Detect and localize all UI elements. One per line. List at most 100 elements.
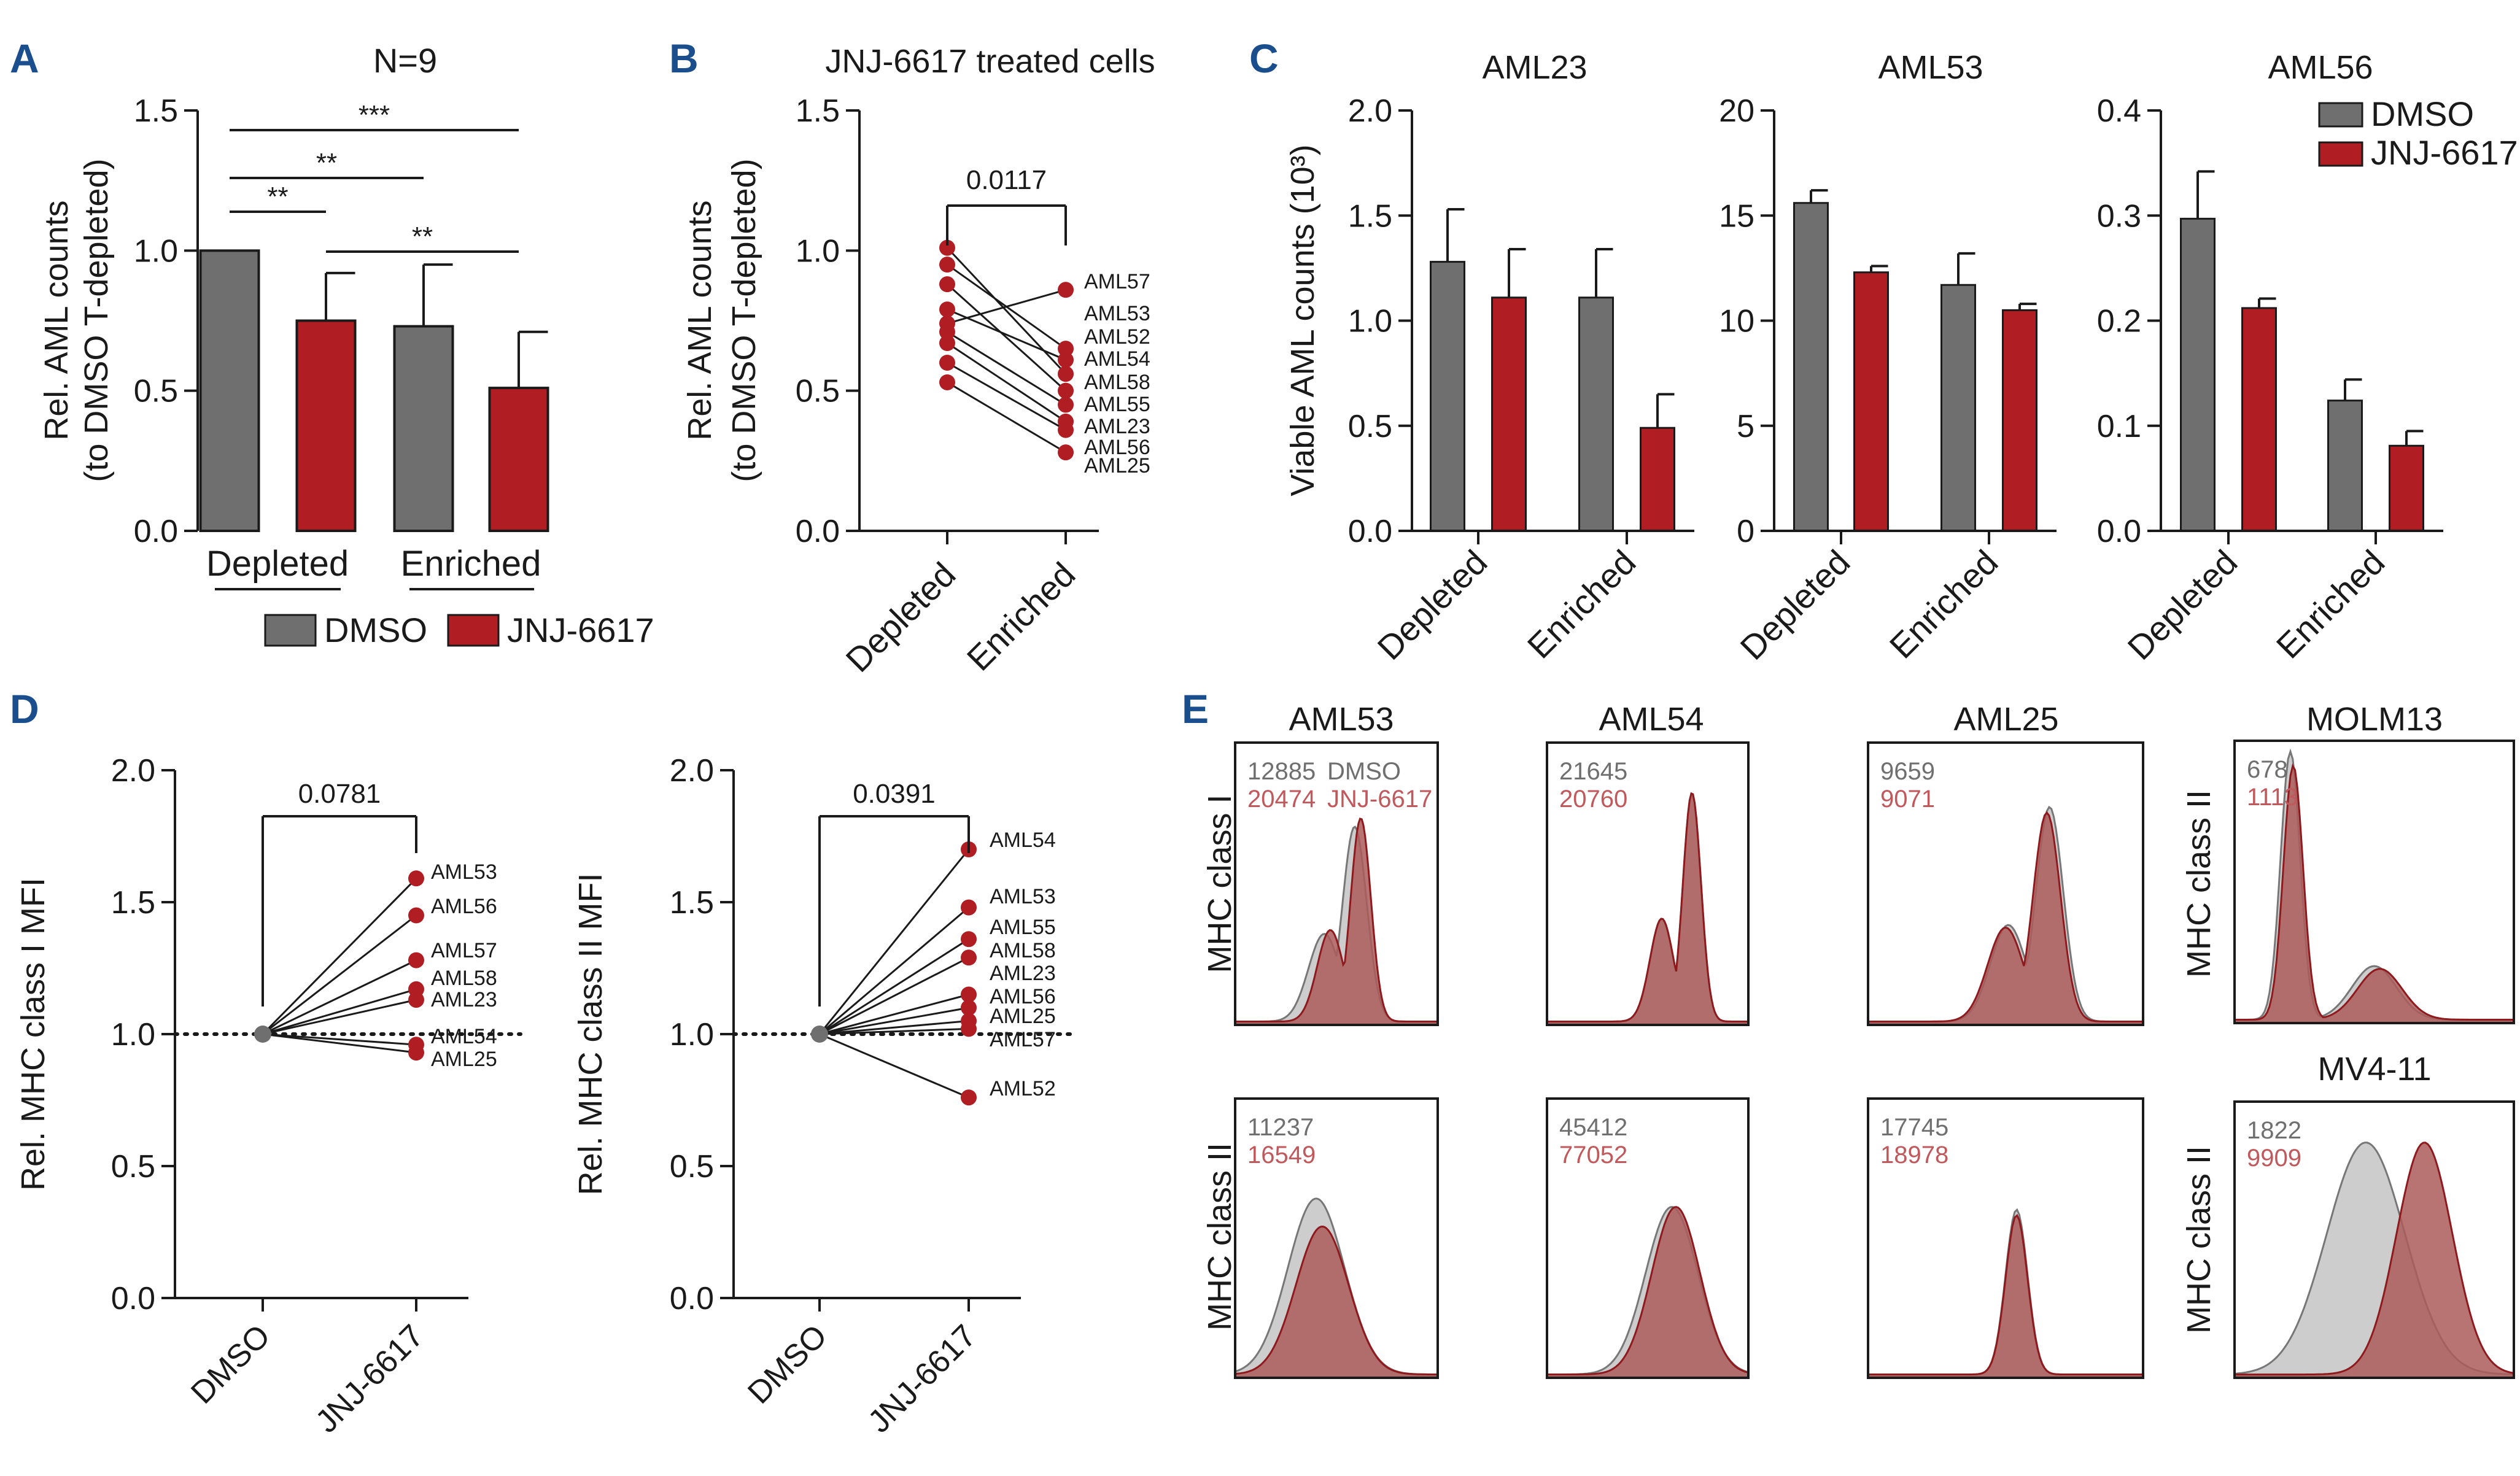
panel-d-class-ii-point-label: AML54: [990, 829, 1056, 852]
panel-e-histogram-jnj: [1234, 817, 1439, 1026]
panel-d-class-i-control-point: [254, 1026, 271, 1043]
panel-d-class-i-point-label: AML57: [431, 939, 497, 962]
panel-e-histogram-frame: [1546, 741, 1750, 1026]
panel-e-row-label: MHC class I: [1201, 794, 1238, 973]
panel-e-histogram-frame: [2233, 740, 2515, 1024]
panel-e-histogram-frame: [1234, 1097, 1439, 1379]
panel-letter-b: B: [669, 36, 699, 81]
panel-a-legend-label-dmso: DMSO: [324, 611, 427, 649]
panel-b-pair-line: [947, 263, 1066, 350]
panel-d-class-ii-point: [961, 931, 977, 948]
panel-b-point: [939, 239, 955, 256]
panel-d-class-i-y-tick-label: 1.5: [111, 885, 155, 921]
panel-d-class-ii-y-tick-label: 0.0: [670, 1281, 714, 1316]
panel-d-class-ii-ylabel: Rel. MHC class II MFI: [572, 873, 609, 1195]
panel-d-class-ii-pair-line: [819, 1033, 969, 1099]
panel-c-aml23-y-tick-label: 0.5: [1348, 409, 1392, 444]
panel-d-class-i-pair-line: [262, 959, 417, 1035]
panel-d-class-i-category-label: JNJ-6617: [309, 1318, 430, 1439]
panel-d-class-ii-point-label: AML25: [990, 1005, 1056, 1028]
panel-b-point: [939, 301, 955, 318]
panel-d-class-ii-point-label: AML57: [990, 1028, 1056, 1051]
panel-c-aml53-bar: [1853, 271, 1889, 532]
panel-a-category-label: Enriched: [401, 544, 541, 584]
panel-d-class-i-pair-line: [262, 999, 417, 1035]
panel-d-class-i-ylabel: Rel. MHC class I MFI: [15, 878, 52, 1191]
panel-c-ylabel: Viable AML counts (10³): [1284, 144, 1321, 496]
panel-b-y-tick-label: 0.0: [796, 514, 840, 549]
panel-b-point: [939, 355, 955, 371]
panel-c-legend-swatch-jnj: [2318, 141, 2363, 167]
panel-c-aml56-y-tick-label: 0.3: [2097, 198, 2141, 234]
panel-e-histogram-frame: [1867, 1097, 2144, 1379]
panel-b-y-tick-label: 1.0: [796, 233, 840, 269]
panel-e-mfi-jnj: 18978: [1880, 1142, 1948, 1169]
panel-e-mfi-dmso: 21645: [1559, 758, 1627, 785]
panel-c-aml56-bar: [2180, 217, 2216, 532]
panel-c-aml56-y-tick-label: 0.2: [2097, 304, 2141, 339]
panel-c-legend-swatch-dmso: [2318, 102, 2363, 128]
panel-e-legend-dmso: DMSO: [1327, 758, 1401, 785]
panel-b-point-label: AML23: [1084, 415, 1150, 438]
panel-d-class-ii-category-label: JNJ-6617: [861, 1318, 983, 1439]
panel-e-mfi-dmso: 678: [2247, 756, 2288, 783]
panel-d-class-i-point: [408, 870, 424, 887]
panel-e-mfi-jnj: 20474: [1247, 786, 1316, 813]
panel-b-title: JNJ-6617 treated cells: [825, 43, 1155, 80]
panel-a-significance-label: ***: [359, 100, 390, 130]
panel-a-bar: [488, 387, 549, 532]
panel-d-class-i-pair-line: [262, 878, 417, 1035]
panel-b-point-label: AML55: [1084, 393, 1150, 416]
panel-d-class-i-point: [408, 907, 424, 924]
panel-c-aml23-bar: [1430, 261, 1465, 532]
panel-c-aml56-y-tick-label: 0.1: [2097, 409, 2141, 444]
panel-c-aml56-y-tick-label: 0.0: [2097, 514, 2141, 549]
panel-e-row-label: MHC class II: [1201, 1143, 1238, 1331]
panel-c-aml23-bar: [1640, 427, 1675, 532]
panel-b-point: [939, 335, 955, 352]
panel-d-class-i-point-label: AML53: [431, 860, 497, 884]
panel-d-class-i-point-label: AML58: [431, 967, 497, 990]
panel-c-aml56-bar: [2389, 444, 2424, 532]
panel-b-y-tick-label: 0.5: [796, 374, 840, 409]
panel-d-class-ii-point: [961, 899, 977, 916]
panel-d-class-i-point-label: AML56: [431, 895, 497, 918]
panel-a-legend-swatch-jnj: [447, 614, 500, 647]
panel-d-class-i-pair-line: [262, 988, 417, 1035]
panel-e-histogram-frame: [1867, 741, 2144, 1026]
panel-d-class-ii-pair-line: [819, 906, 969, 1035]
panel-b-point-label: AML54: [1084, 347, 1150, 371]
panel-d-class-i-y-tick-label: 2.0: [111, 753, 155, 789]
panel-d-class-ii-y-tick-label: 1.5: [670, 885, 714, 921]
panel-b-point: [1058, 422, 1074, 438]
panel-d-class-i-point: [408, 952, 424, 968]
panel-b-ylabel-line1: Rel. AML counts: [681, 200, 718, 440]
panel-e-mfi-jnj: 77052: [1559, 1142, 1627, 1169]
panel-a-ylabel-line2: (to DMSO T-depleted): [78, 158, 115, 482]
panel-d-class-ii-control-point: [811, 1026, 828, 1043]
panel-a-bar: [295, 319, 357, 532]
panel-e-histogram-frame: [1234, 741, 1439, 1026]
panel-e-row-label: MHC class II: [2181, 790, 2217, 978]
panel-e-sample-title: AML53: [1289, 701, 1394, 738]
panel-b-pair-line: [947, 342, 1066, 423]
panel-e-mfi-jnj: 9071: [1880, 786, 1935, 813]
panel-b-point: [1058, 382, 1074, 399]
panel-e-mfi-dmso: 17745: [1880, 1114, 1948, 1141]
panel-c-aml23-y-tick-label: 1.0: [1348, 304, 1392, 339]
panel-c-aml56-bar: [2241, 307, 2277, 532]
panel-e-histogram-jnj: [1546, 1206, 1750, 1379]
panel-b-point-label: AML58: [1084, 371, 1150, 394]
panel-e-sample-title: AML25: [1953, 701, 2058, 738]
panel-d-class-ii-pvalue: 0.0391: [853, 779, 936, 809]
panel-d-class-ii-point: [961, 986, 977, 1003]
panel-a-y-tick-label: 0.0: [134, 514, 178, 549]
panel-b-ylabel-line2: (to DMSO T-depleted): [726, 158, 762, 482]
panel-d-class-i-pair-line: [262, 914, 417, 1035]
panel-b-point-label: AML53: [1084, 302, 1150, 325]
panel-c-aml23-bar: [1491, 296, 1527, 532]
panel-e-histogram-jnj: [1546, 792, 1750, 1026]
panel-e-histogram-frame: [1546, 1097, 1750, 1379]
panel-c-aml56-y-tick-label: 0.4: [2097, 93, 2141, 129]
panel-c-aml56-category-label: Enriched: [2269, 543, 2392, 666]
